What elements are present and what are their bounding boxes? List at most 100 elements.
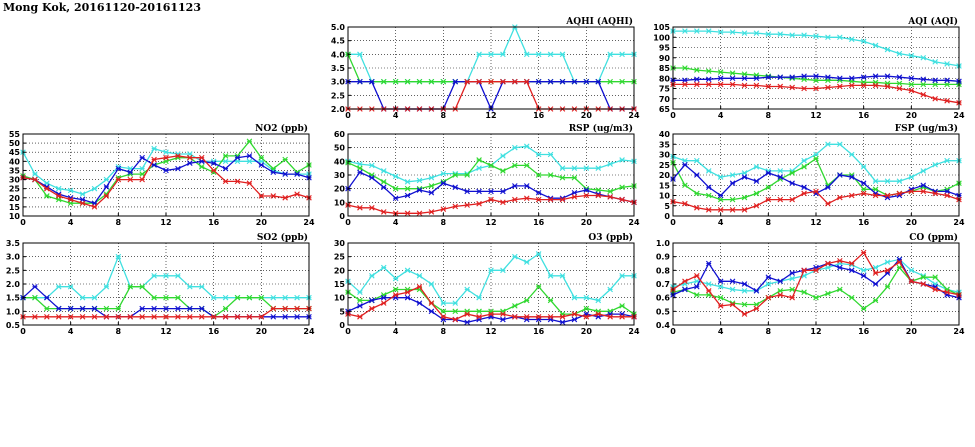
rsp-xtick-label: 4 <box>393 218 399 227</box>
o3-series-green-point <box>523 297 530 304</box>
rsp-series-green-point <box>380 179 387 185</box>
o3-series-red-point <box>369 305 375 312</box>
co-series-cyan-point <box>765 281 772 287</box>
fsp-series-red-point <box>932 190 938 197</box>
fsp-ytick-label: 10 <box>659 192 671 201</box>
co-series-blue-point <box>741 281 748 287</box>
aqhi-xtick-label: 20 <box>581 111 593 120</box>
no2-series-red-point <box>115 176 122 183</box>
no2-ytick-label: 55 <box>9 130 21 139</box>
fsp-series-red-point <box>896 190 903 197</box>
fsp-series-green-point <box>694 190 700 197</box>
aqi-series-red-point <box>694 81 700 88</box>
co-ytick-label: 0.6 <box>656 294 671 303</box>
so2-series-red-point <box>103 314 110 320</box>
o3-series-cyan-point <box>547 273 554 279</box>
rsp-series-blue-point <box>416 187 423 193</box>
rsp-series-cyan-point <box>428 174 435 181</box>
aqi-xtick-label: 12 <box>810 111 821 120</box>
so2-series-blue-point <box>151 305 157 312</box>
aqhi-series-blue-point <box>583 78 590 85</box>
fsp-series-blue-point <box>765 170 772 176</box>
aqi-series-blue-point <box>932 77 938 84</box>
co-series-red-point <box>932 286 938 293</box>
fsp-series-blue-point <box>789 180 795 186</box>
no2-series-cyan-point <box>139 165 145 172</box>
o3-series-red-point <box>392 292 399 298</box>
so2-chart: SO2 (ppb) 0 4 8 12 16 20 24 0.5 1.0 1.5 2.0 2.5 3.0 3.… <box>6 232 315 336</box>
rsp-ytick-label: 10 <box>334 198 346 207</box>
no2-series-red-point <box>187 154 193 161</box>
rsp-series-blue-point <box>571 189 578 196</box>
fsp-series-green-point <box>801 164 807 170</box>
aqhi-series-green-point <box>619 78 625 85</box>
so2-series-green-point <box>175 294 181 301</box>
no2-series-red-point <box>222 178 229 185</box>
rsp-series-cyan-point <box>500 153 506 159</box>
co-series-red-point <box>872 270 879 276</box>
co-xtick-label: 24 <box>953 327 965 336</box>
o3-series-blue-point <box>416 300 423 306</box>
so2-xtick-label: 24 <box>303 327 315 336</box>
aqhi-series-green-point <box>404 78 411 85</box>
rsp-series-cyan-point <box>571 165 578 171</box>
aqi-series-cyan-point <box>932 59 938 65</box>
aqi-series-green-point <box>705 68 712 74</box>
aqi-series-red-point <box>753 82 760 89</box>
aqi-series-red-point <box>848 82 855 89</box>
so2-series-blue-point <box>44 294 50 301</box>
aqhi-series-cyan-point <box>523 51 530 58</box>
aqi-series-red-point <box>705 81 712 88</box>
rsp-series-red-point <box>440 206 447 212</box>
o3-series-blue-point <box>369 297 375 304</box>
aqi-ytick-label: 100 <box>653 33 670 42</box>
co-ytick-label: 0.8 <box>656 266 671 275</box>
co-series-blue-point <box>753 288 760 294</box>
aqi-series-red-point <box>825 84 831 91</box>
aqi-series-red-point <box>777 83 784 90</box>
fsp-series-cyan-point <box>825 141 831 148</box>
o3-series-blue-point <box>380 294 387 301</box>
fsp-series-blue-point <box>694 172 700 178</box>
rsp-series-blue-point <box>440 180 447 186</box>
o3-series-cyan-point <box>500 267 506 274</box>
o3-series-blue-point <box>559 319 566 326</box>
rsp-series-cyan-point <box>512 144 518 151</box>
no2-series-blue-point <box>175 165 181 172</box>
aqhi-series-green-point <box>607 78 613 85</box>
o3-xtick-label: 0 <box>345 327 351 336</box>
rsp-series-red-point <box>476 200 482 207</box>
no2-series-blue-point <box>115 165 122 172</box>
rsp-series-blue-point <box>380 184 387 191</box>
o3-series-green-point <box>512 303 518 309</box>
aqhi-series-blue-point <box>571 78 578 85</box>
o3-series-red-point <box>607 314 613 320</box>
aqi-series-red-point <box>789 84 795 91</box>
no2-series-red-point <box>127 176 134 183</box>
so2-series-red-point <box>175 314 181 320</box>
so2-series-blue-point <box>198 305 205 312</box>
so2-ytick-label: 2.5 <box>6 266 21 275</box>
so2-xtick-label: 12 <box>160 327 171 336</box>
fsp-series-cyan-point <box>944 157 950 164</box>
fsp-series-blue-point <box>705 184 712 191</box>
o3-ytick-label: 15 <box>334 280 346 289</box>
aqhi-xtick-label: 0 <box>345 111 351 120</box>
no2-series-red-line <box>22 155 310 208</box>
fsp-ytick-label: 15 <box>659 181 671 190</box>
aqi-series-red-point <box>860 82 867 89</box>
aqhi-xtick-label: 12 <box>485 111 496 120</box>
rsp-series-cyan-point <box>547 151 554 158</box>
rsp-series-red-point <box>428 209 435 215</box>
o3-series-cyan-point <box>464 286 470 293</box>
aqi-xtick-label: 0 <box>670 111 676 120</box>
fsp-xtick-label: 4 <box>718 218 724 227</box>
co-series-green-point <box>896 264 903 271</box>
no2-series-red-point <box>198 154 205 161</box>
no2-series-green-point <box>258 154 265 161</box>
aqi-series-green-point <box>694 67 700 73</box>
fsp-series-green-point <box>789 170 795 176</box>
rsp-series-green-point <box>500 168 506 174</box>
aqhi-series-cyan-point <box>607 51 613 58</box>
no2-series-red-point <box>270 193 277 199</box>
